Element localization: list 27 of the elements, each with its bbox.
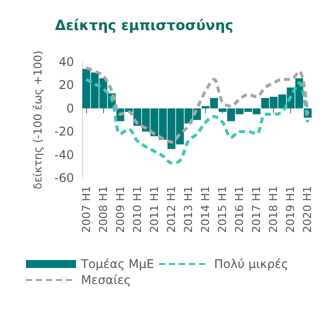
legend-label: Τομέας ΜμΕ — [80, 257, 154, 271]
x-tick-label: 2018 H1 — [267, 186, 280, 233]
x-tick-label: 2014 H1 — [199, 186, 212, 233]
legend-label: Πολύ μικρές — [214, 257, 288, 271]
y-tick-label: -60 — [54, 171, 74, 185]
x-tick-label: 2011 H1 — [148, 186, 161, 233]
x-tick-label: 2019 H1 — [284, 186, 298, 233]
y-tick-label: -40 — [54, 148, 74, 162]
x-tick-label: 2017 H1 — [250, 186, 264, 233]
y-tick-label: 0 — [66, 101, 74, 116]
x-tick-label: 2020 H1 — [301, 186, 314, 233]
x-tick-label: 2016 H1 — [233, 186, 246, 233]
y-axis-title: δείκτης (-100 έως +100) — [32, 50, 44, 190]
line-series — [84, 78, 310, 164]
x-tick-label: 2013 H1 — [182, 186, 195, 233]
y-tick-label: 20 — [58, 78, 74, 92]
y-tick-label: 40 — [58, 55, 74, 69]
x-tick-label: 2015 H1 — [216, 186, 230, 233]
legend-label: Μεσαίες — [81, 273, 131, 287]
x-tick-label: 2008 H1 — [96, 186, 110, 233]
line-series — [84, 66, 310, 144]
chart-title: Δείκτης εμπιστοσύνης — [55, 18, 234, 34]
x-tick-label: 2009 H1 — [114, 186, 127, 233]
y-tick-label: -20 — [54, 124, 74, 139]
x-tick-label: 2007 H1 — [80, 186, 93, 233]
x-tick-label: 2010 H1 — [130, 186, 144, 233]
x-tick-label: 2012 H1 — [164, 186, 178, 233]
